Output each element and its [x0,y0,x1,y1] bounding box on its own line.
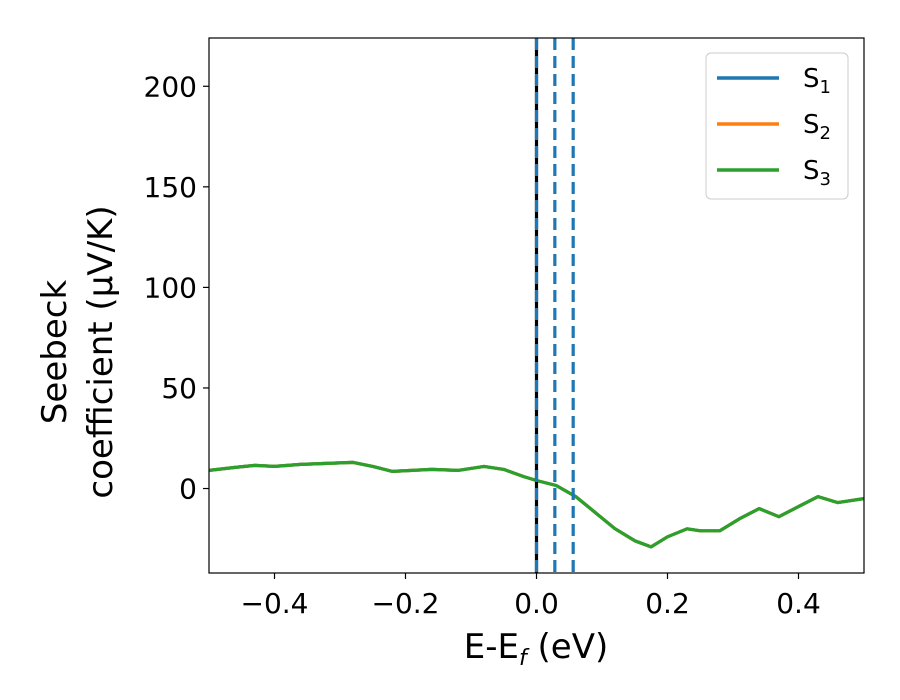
y-tick-label: 150 [144,171,197,204]
x-axis-label: E-Ef (eV) [464,627,609,671]
x-tick-label: 0.0 [514,587,559,620]
x-axis-label-sub: f [519,646,530,671]
y-axis-label-line2: coefficient (μV/K) [81,205,121,498]
legend-label-1: S1 [803,64,831,98]
x-axis-label-unit: (eV) [527,627,609,667]
series-line-3 [209,460,864,549]
x-tick-label: −0.4 [241,587,309,620]
legend-frame [705,52,849,200]
x-tick-label: −0.2 [372,587,440,620]
data-layer [209,38,864,573]
y-axis-label: Seebeck coefficient (μV/K) [35,205,121,498]
y-tick-label: 0 [179,473,197,506]
y-tick-label: 100 [144,271,197,304]
legend: S1 S2 S3 [705,52,849,200]
y-axis: 0 50 100 150 200 [144,70,209,506]
x-tick-label: 0.4 [776,587,821,620]
x-axis-label-main: E-E [464,627,519,667]
x-tick-label: 0.2 [645,587,690,620]
x-axis: −0.4 −0.2 0.0 0.2 0.4 [241,573,821,620]
y-tick-label: 200 [144,70,197,103]
legend-label-2: S2 [803,110,831,144]
y-axis-label-line1: Seebeck [35,280,75,425]
y-tick-label: 50 [161,372,197,405]
legend-label-3: S3 [803,156,831,190]
